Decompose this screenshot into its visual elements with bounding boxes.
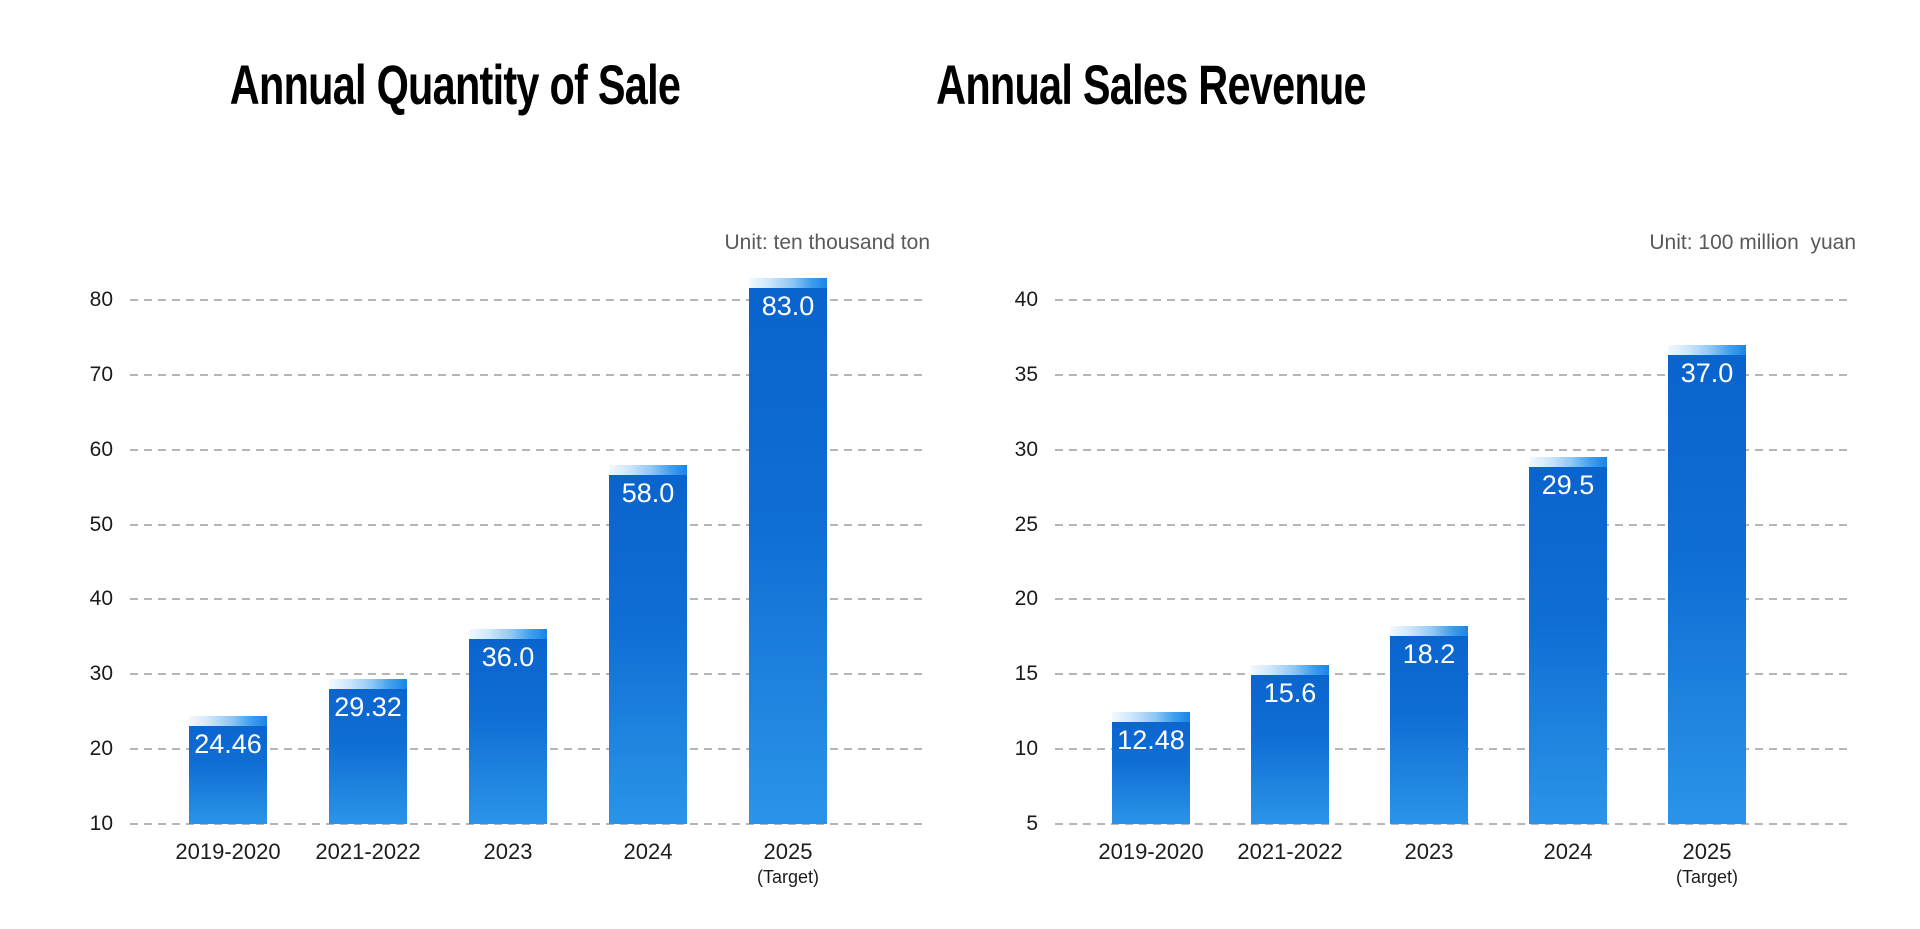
y-axis-tick-label: 50 <box>89 512 113 536</box>
bar-quantity-5: 83.0 <box>749 277 827 824</box>
bar-quantity-2: 29.32 <box>329 679 407 824</box>
y-axis-tick-label: 25 <box>1014 512 1038 536</box>
bar-top-highlight <box>329 679 407 690</box>
unit-label-quantity: Unit: ten thousand ton <box>724 231 930 254</box>
gridline-revenue-30 <box>1055 448 1850 451</box>
x-axis-category-label: 2024 <box>624 838 673 866</box>
y-axis-tick-label: 20 <box>89 737 113 761</box>
bar-quantity-1: 24.46 <box>189 715 267 824</box>
x-axis-category-text: 2023 <box>1404 839 1454 864</box>
x-axis-category-text: 2021-2022 <box>315 839 421 864</box>
x-axis-category-text: 2024 <box>623 839 673 864</box>
y-axis-tick-label: 10 <box>89 812 113 835</box>
bar-top-highlight <box>1668 344 1746 355</box>
gridline-revenue-20 <box>1055 598 1850 601</box>
x-axis-category-text: 2025 <box>763 839 813 864</box>
y-axis-tick-label: 60 <box>89 437 113 461</box>
bar-value-label: 58.0 <box>621 477 675 508</box>
y-axis-tick-label: 35 <box>1014 362 1038 386</box>
bar-value-label: 29.5 <box>1541 470 1595 501</box>
bar-top-highlight <box>1529 457 1607 468</box>
y-axis-tick-label: 15 <box>1014 662 1038 686</box>
gridline-quantity-10 <box>130 823 928 825</box>
y-axis-tick-label: 80 <box>89 288 113 311</box>
x-axis-category-label: 2023 <box>484 838 533 866</box>
bar-value-label: 83.0 <box>761 290 815 321</box>
x-axis-category-text: 2019-2020 <box>1098 839 1204 864</box>
unit-label-revenue: Unit: 100 million yuan <box>1649 231 1856 254</box>
gridline-quantity-80 <box>130 299 928 301</box>
bar-revenue-1: 12.48 <box>1112 712 1190 824</box>
bar-quantity-4: 58.0 <box>609 464 687 824</box>
x-axis-category-subtext: (Target) <box>1675 866 1739 887</box>
y-axis-tick-label: 30 <box>89 662 113 686</box>
bar-value-label: 36.0 <box>481 642 535 673</box>
x-axis-category-label: 2023 <box>1405 838 1454 866</box>
bar-top-highlight <box>189 715 267 726</box>
bar-value-label: 29.32 <box>334 692 402 723</box>
bar-revenue-4: 29.5 <box>1529 457 1607 824</box>
bar-top-highlight <box>749 277 827 288</box>
bar-quantity-3: 36.0 <box>469 629 547 824</box>
bar-revenue-2: 15.6 <box>1251 665 1329 824</box>
x-axis-category-label: 2024 <box>1544 838 1593 866</box>
gridline-revenue-40 <box>1055 299 1850 301</box>
gridline-quantity-70 <box>130 373 928 376</box>
bar-top-highlight <box>609 464 687 475</box>
bar-value-label: 37.0 <box>1680 357 1734 388</box>
y-axis-tick-label: 40 <box>89 587 113 611</box>
gridline-quantity-60 <box>130 448 928 451</box>
gridline-revenue-5 <box>1055 823 1850 825</box>
x-axis-category-label: 2025 (Target) <box>1676 838 1738 888</box>
bar-revenue-5: 37.0 <box>1668 344 1746 824</box>
chart-title-quantity: Annual Quantity of Sale <box>229 53 681 116</box>
bar-top-highlight <box>1112 712 1190 722</box>
gridline-quantity-50 <box>130 523 928 526</box>
y-axis-tick-label: 10 <box>1014 737 1038 761</box>
x-axis-category-label: 2021-2022 <box>1237 838 1342 866</box>
x-axis-category-text: 2023 <box>483 839 533 864</box>
y-axis-tick-label: 30 <box>1014 437 1038 461</box>
x-axis-category-text: 2021-2022 <box>1237 839 1343 864</box>
x-axis-category-text: 2025 <box>1682 839 1732 864</box>
x-axis-category-label: 2019-2020 <box>175 838 280 866</box>
x-axis-category-label: 2025 (Target) <box>757 838 819 888</box>
y-axis-tick-label: 70 <box>89 362 113 386</box>
bar-top-highlight <box>1390 626 1468 637</box>
y-axis-tick-label: 40 <box>1014 288 1038 311</box>
x-axis-category-text: 2024 <box>1543 839 1593 864</box>
gridline-revenue-25 <box>1055 523 1850 526</box>
bar-value-label: 18.2 <box>1402 639 1456 670</box>
gridline-quantity-40 <box>130 598 928 601</box>
x-axis-category-text: 2019-2020 <box>175 839 281 864</box>
gridline-revenue-35 <box>1055 373 1850 376</box>
y-axis-tick-label: 5 <box>1026 812 1038 835</box>
bar-revenue-3: 18.2 <box>1390 626 1468 824</box>
chart-title-revenue: Annual Sales Revenue <box>936 53 1366 116</box>
x-axis-category-subtext: (Target) <box>756 866 820 887</box>
bar-value-label: 24.46 <box>194 728 262 759</box>
y-axis-tick-label: 20 <box>1014 587 1038 611</box>
x-axis-category-label: 2021-2022 <box>315 838 420 866</box>
bar-top-highlight <box>469 629 547 640</box>
x-axis-category-label: 2019-2020 <box>1098 838 1203 866</box>
bar-top-highlight <box>1251 665 1329 676</box>
bar-value-label: 15.6 <box>1263 678 1317 709</box>
bar-value-label: 12.48 <box>1117 725 1185 755</box>
